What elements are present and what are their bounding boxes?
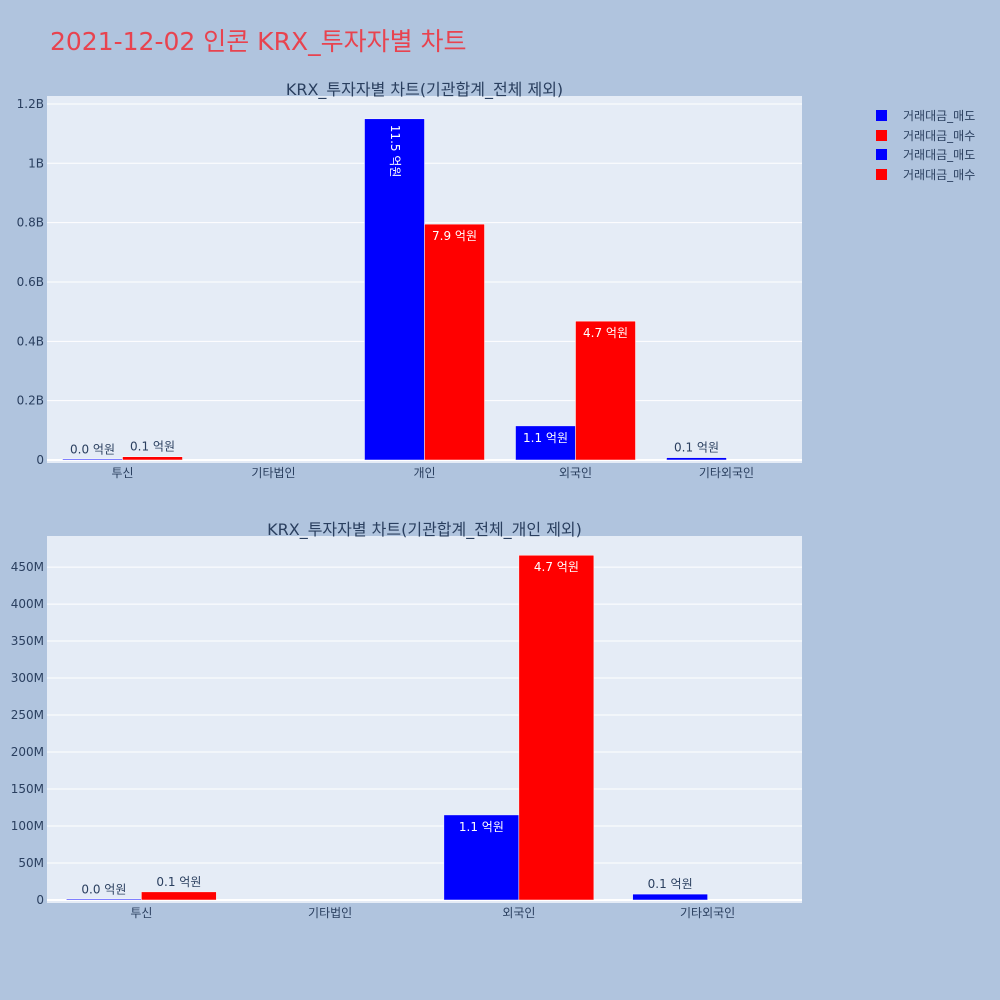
x-tick-label: 외국인 bbox=[502, 906, 535, 920]
y-tick-label: 0.6B bbox=[17, 275, 44, 289]
y-tick-label: 300M bbox=[11, 671, 44, 685]
bar bbox=[518, 554, 595, 901]
y-tick-label: 0.2B bbox=[17, 394, 44, 408]
bar bbox=[666, 457, 727, 461]
x-tick-label: 투신 bbox=[111, 466, 133, 480]
bar bbox=[424, 223, 485, 461]
legend-swatch-buy bbox=[876, 168, 887, 180]
x-tick-label: 개인 bbox=[413, 466, 435, 480]
legend-label: 거래대금_매수 bbox=[903, 128, 976, 143]
y-tick-label: 0 bbox=[36, 453, 44, 467]
bar-value-label: 0.0 억원 bbox=[81, 882, 126, 896]
bar-value-label: 1.1 억원 bbox=[459, 820, 504, 834]
x-tick-label: 투신 bbox=[130, 906, 152, 920]
y-tick-label: 50M bbox=[18, 856, 44, 870]
bar-value-label: 0.0 억원 bbox=[70, 443, 115, 457]
legend-label: 거래대금_매도 bbox=[903, 148, 976, 163]
legend-swatch-sell bbox=[876, 110, 887, 122]
legend-item[interactable]: 거래대금_매도 bbox=[876, 145, 975, 165]
bar bbox=[141, 891, 217, 901]
bar-value-label: 0.1 억원 bbox=[674, 441, 719, 455]
bar bbox=[443, 814, 520, 901]
y-tick-label: 150M bbox=[11, 782, 44, 796]
legend-item[interactable]: 거래대금_매수 bbox=[876, 165, 975, 185]
x-tick-label: 기타외국인 bbox=[699, 466, 754, 480]
y-tick-label: 350M bbox=[11, 634, 44, 648]
y-tick-label: 0 bbox=[36, 893, 44, 907]
y-tick-label: 100M bbox=[11, 819, 44, 833]
x-tick-label: 기타외국인 bbox=[680, 906, 735, 920]
y-tick-label: 250M bbox=[11, 708, 44, 722]
legend[interactable]: 거래대금_매도 거래대금_매수 거래대금_매도 거래대금_매수 bbox=[876, 106, 975, 184]
bar bbox=[632, 893, 708, 901]
y-tick-label: 200M bbox=[11, 745, 44, 759]
y-tick-label: 0.4B bbox=[17, 334, 44, 348]
legend-label: 거래대금_매수 bbox=[903, 167, 976, 182]
bar-value-label: 0.1 억원 bbox=[130, 440, 175, 454]
bar-value-label: 4.7 억원 bbox=[534, 560, 579, 574]
bar-value-label: 1.1 억원 bbox=[523, 431, 568, 445]
legend-swatch-buy bbox=[876, 129, 887, 141]
y-tick-label: 1.2B bbox=[17, 97, 44, 111]
y-tick-label: 0.8B bbox=[17, 216, 44, 230]
bar bbox=[515, 425, 576, 461]
bar bbox=[364, 118, 425, 461]
bar-value-label: 4.7 억원 bbox=[583, 326, 628, 340]
plot-area bbox=[47, 536, 802, 903]
chart-title: KRX_투자자별 차트(기관합계_전체 제외) bbox=[286, 80, 563, 100]
bar-value-label: 0.1 억원 bbox=[648, 877, 693, 891]
bar-value-label: 7.9 억원 bbox=[432, 229, 477, 243]
legend-item[interactable]: 거래대금_매도 bbox=[876, 106, 975, 126]
legend-swatch-sell bbox=[876, 149, 887, 161]
bar bbox=[575, 320, 636, 461]
legend-label: 거래대금_매도 bbox=[903, 109, 976, 124]
bar bbox=[122, 456, 183, 461]
x-tick-label: 기타법인 bbox=[251, 466, 295, 480]
chart-title: KRX_투자자별 차트(기관합계_전체_개인 제외) bbox=[267, 520, 582, 540]
y-tick-label: 1B bbox=[28, 156, 44, 170]
bar bbox=[66, 898, 142, 901]
legend-item[interactable]: 거래대금_매수 bbox=[876, 126, 975, 146]
bar-value-label: 11.5 억원 bbox=[388, 125, 402, 178]
x-tick-label: 외국인 bbox=[559, 466, 592, 480]
y-tick-label: 450M bbox=[11, 560, 44, 574]
x-tick-label: 기타법인 bbox=[308, 906, 352, 920]
y-tick-label: 400M bbox=[11, 597, 44, 611]
bar-value-label: 0.1 억원 bbox=[156, 875, 201, 889]
bar bbox=[62, 458, 123, 461]
page-title: 2021-12-02 인콘 KRX_투자자별 차트 bbox=[50, 27, 467, 56]
